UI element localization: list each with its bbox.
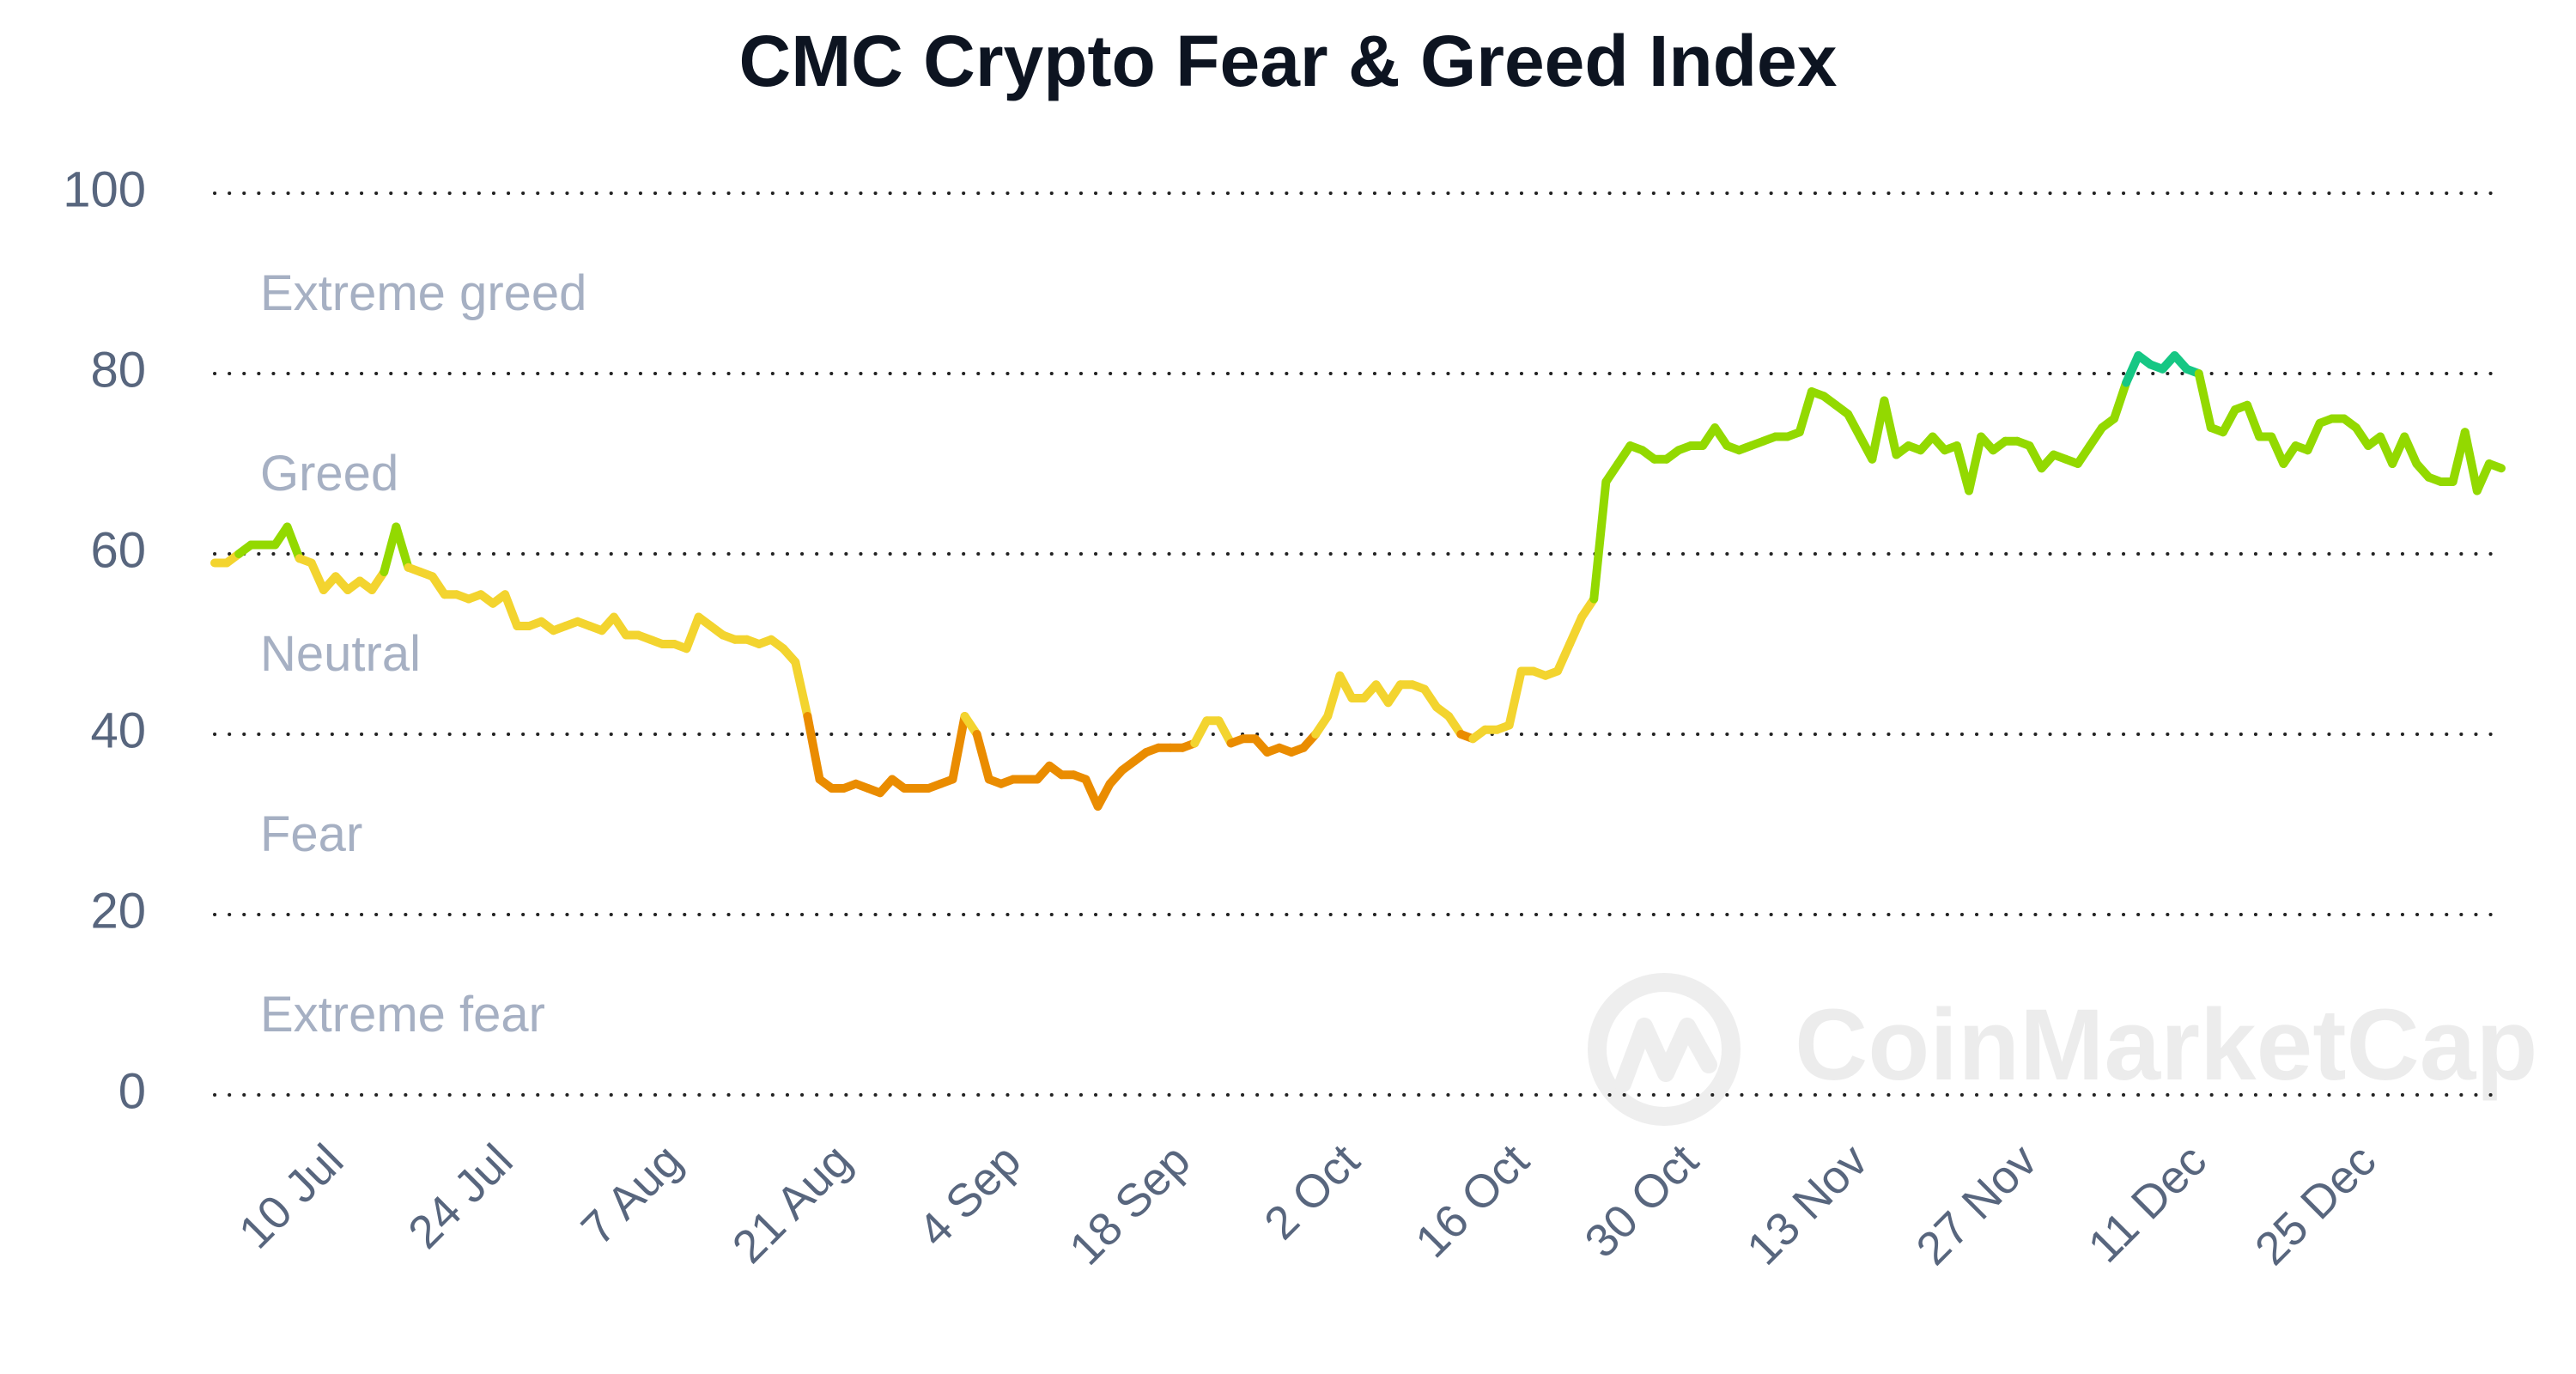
watermark-logo <box>1588 973 1741 1126</box>
line-segment <box>2460 428 2482 495</box>
line-segment <box>2484 459 2506 473</box>
line-segment <box>2303 418 2324 455</box>
x-tick-label: 18 Sep <box>1060 1134 1200 1274</box>
zone-label: Fear <box>260 806 362 862</box>
x-tick-label: 16 Oct <box>1406 1134 1539 1268</box>
x-tick-label: 27 Nov <box>1906 1134 2046 1274</box>
line-segment <box>2472 459 2494 495</box>
line-segment <box>682 612 703 654</box>
line-segment <box>1965 432 1986 495</box>
line-segment <box>791 658 812 720</box>
watermark: CoinMarketCap <box>1795 988 2537 1102</box>
x-tick-label: 11 Dec <box>2079 1134 2217 1273</box>
line-segment <box>501 590 522 630</box>
line-segment <box>2122 351 2143 387</box>
line-segment <box>307 558 328 594</box>
line-segment <box>972 730 993 784</box>
x-tick-label: 25 Dec <box>2245 1134 2385 1274</box>
x-tick-label: 21 Aug <box>723 1134 861 1273</box>
y-tick-label: 60 <box>90 522 146 578</box>
line-segment <box>1880 396 1901 459</box>
zone-label: Neutral <box>260 626 421 682</box>
grid <box>213 192 2503 1097</box>
index-line <box>210 351 2506 811</box>
axes: 0 20 40 60 80 100 10 Jul 24 Jul 7 Aug 21 Aug 4 Sep… <box>63 161 2385 1274</box>
line-segment <box>1589 477 1611 604</box>
line-segment <box>283 522 304 563</box>
y-tick-label: 80 <box>90 342 146 398</box>
y-tick-label: 20 <box>90 883 146 939</box>
line-segment <box>392 522 413 572</box>
y-tick-label: 0 <box>118 1063 146 1119</box>
line-segment <box>803 712 824 784</box>
line-segment <box>1795 387 1816 437</box>
x-tick-label: 2 Oct <box>1255 1134 1370 1249</box>
x-tick-label: 30 Oct <box>1575 1134 1708 1268</box>
zone-label: Greed <box>260 446 398 502</box>
zone-labels: Extreme fear Fear Neutral Greed Extreme gree… <box>260 265 586 1043</box>
line-segment <box>2400 432 2421 468</box>
line-segment <box>1552 640 1575 676</box>
zone-label: Extreme greed <box>260 265 586 321</box>
line-segment <box>948 712 969 784</box>
chart-title: CMC Crypto Fear & Greed Index <box>739 21 1838 101</box>
line-segment <box>2194 369 2215 432</box>
y-tick-label: 40 <box>90 702 146 758</box>
line-segment <box>2243 400 2264 441</box>
x-tick-label: 13 Nov <box>1737 1134 1877 1274</box>
zone-label: Extreme fear <box>260 987 545 1043</box>
x-tick-label: 4 Sep <box>908 1134 1030 1256</box>
line-segment <box>2110 378 2131 423</box>
x-tick-label: 10 Jul <box>229 1134 353 1258</box>
x-tick-label: 24 Jul <box>398 1134 522 1258</box>
line-segment <box>1504 666 1526 730</box>
line-segment <box>1565 612 1587 648</box>
y-tick-label: 100 <box>63 161 146 217</box>
x-tick-label: 7 Aug <box>572 1134 692 1255</box>
line-segment <box>1323 671 1345 720</box>
